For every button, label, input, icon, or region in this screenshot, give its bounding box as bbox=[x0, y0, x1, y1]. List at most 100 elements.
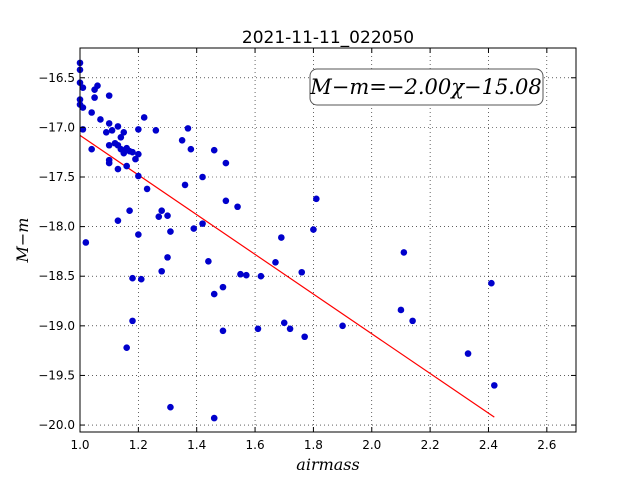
data-point bbox=[135, 150, 142, 158]
data-point bbox=[135, 172, 142, 180]
data-point bbox=[140, 114, 148, 121]
data-point bbox=[397, 306, 405, 314]
data-point bbox=[155, 213, 163, 220]
data-point bbox=[254, 325, 262, 333]
data-point bbox=[120, 149, 128, 157]
data-point bbox=[120, 129, 128, 136]
data-point bbox=[152, 127, 160, 134]
grid bbox=[79, 48, 576, 432]
y-tick-label: −20.0 bbox=[38, 418, 75, 432]
data-point bbox=[222, 159, 230, 167]
data-point bbox=[164, 212, 171, 219]
data-point bbox=[114, 123, 122, 130]
y-axis-label: M−m bbox=[13, 218, 32, 264]
data-point bbox=[137, 275, 145, 283]
x-tick-label: 1.6 bbox=[246, 438, 265, 452]
fit-equation-frame bbox=[309, 68, 544, 106]
data-point bbox=[210, 146, 218, 154]
data-point bbox=[488, 279, 495, 287]
data-point bbox=[310, 226, 317, 233]
data-point bbox=[105, 159, 113, 167]
data-point bbox=[184, 125, 192, 132]
data-point bbox=[339, 322, 346, 330]
data-point bbox=[79, 84, 87, 91]
data-point bbox=[158, 207, 165, 215]
points-layer bbox=[76, 59, 498, 422]
data-point bbox=[257, 272, 265, 280]
x-tick-label: 1.4 bbox=[187, 438, 206, 452]
data-point bbox=[219, 283, 227, 291]
data-point bbox=[210, 290, 218, 298]
data-point bbox=[129, 274, 136, 282]
data-point bbox=[135, 231, 142, 238]
x-tick-label: 1.8 bbox=[304, 438, 323, 452]
data-point bbox=[88, 109, 95, 116]
data-point bbox=[167, 228, 174, 235]
data-point bbox=[280, 319, 288, 327]
x-tick-label: 2.2 bbox=[421, 438, 440, 452]
data-point bbox=[97, 116, 104, 123]
x-tick-label: 2.4 bbox=[479, 438, 498, 452]
data-point bbox=[219, 327, 227, 335]
data-point bbox=[91, 94, 98, 101]
data-point bbox=[123, 162, 130, 170]
data-point bbox=[82, 239, 90, 246]
x-axis-label: airmass bbox=[296, 455, 359, 474]
data-point bbox=[167, 403, 174, 411]
data-point bbox=[132, 155, 139, 163]
data-point bbox=[79, 104, 87, 111]
data-point bbox=[158, 267, 165, 275]
x-tick-label: 2.6 bbox=[537, 438, 556, 452]
data-point bbox=[88, 145, 95, 153]
data-point bbox=[313, 195, 320, 203]
data-point bbox=[143, 185, 151, 193]
y-tick-label: −16.5 bbox=[38, 71, 75, 85]
data-point bbox=[105, 120, 113, 127]
data-point bbox=[298, 268, 306, 276]
data-point bbox=[108, 127, 116, 134]
data-point bbox=[210, 414, 218, 422]
axes-frame bbox=[79, 47, 577, 433]
data-point bbox=[135, 126, 142, 133]
data-point bbox=[464, 350, 472, 357]
data-point bbox=[190, 225, 198, 232]
ticks bbox=[79, 48, 576, 432]
data-point bbox=[237, 270, 244, 278]
data-point bbox=[234, 203, 241, 211]
chart-title: 2021-11-11_022050 bbox=[242, 28, 414, 48]
data-point bbox=[199, 173, 206, 181]
fit-layer bbox=[79, 134, 495, 418]
y-tick-label: −18.0 bbox=[38, 220, 75, 234]
data-point bbox=[286, 325, 294, 333]
data-point bbox=[491, 382, 498, 389]
data-point bbox=[400, 249, 408, 256]
x-tick-label: 2.0 bbox=[362, 438, 381, 452]
data-point bbox=[129, 148, 136, 156]
y-tick-label: −17.5 bbox=[38, 170, 75, 184]
data-point bbox=[187, 145, 195, 153]
data-point bbox=[117, 134, 125, 141]
y-tick-label: −19.0 bbox=[38, 319, 75, 333]
data-point bbox=[102, 129, 110, 136]
fit-equation-box: M−m=−2.00χ−15.08 bbox=[309, 68, 544, 106]
x-tick-label: 1.0 bbox=[70, 438, 89, 452]
fit-equation: M−m=−2.00χ−15.08 bbox=[309, 75, 541, 99]
data-point bbox=[126, 207, 133, 215]
data-point bbox=[129, 317, 136, 325]
data-point bbox=[105, 92, 113, 99]
data-point bbox=[178, 136, 186, 144]
data-point bbox=[409, 317, 416, 325]
x-tick-label: 1.2 bbox=[129, 438, 148, 452]
data-point bbox=[272, 259, 279, 266]
y-tick-label: −18.5 bbox=[38, 269, 75, 283]
y-tick-label: −17.0 bbox=[38, 120, 75, 134]
data-point bbox=[222, 197, 230, 205]
data-point bbox=[278, 234, 285, 241]
data-point bbox=[123, 344, 130, 351]
data-point bbox=[181, 181, 189, 189]
data-point bbox=[301, 333, 308, 341]
data-point bbox=[94, 82, 101, 90]
tick-labels: 1.0 1.2 1.4 1.6 1.8 2.0 2.2 2.4 2.6 −16.5 −17.0 −17… bbox=[38, 71, 556, 452]
data-point bbox=[199, 220, 206, 227]
